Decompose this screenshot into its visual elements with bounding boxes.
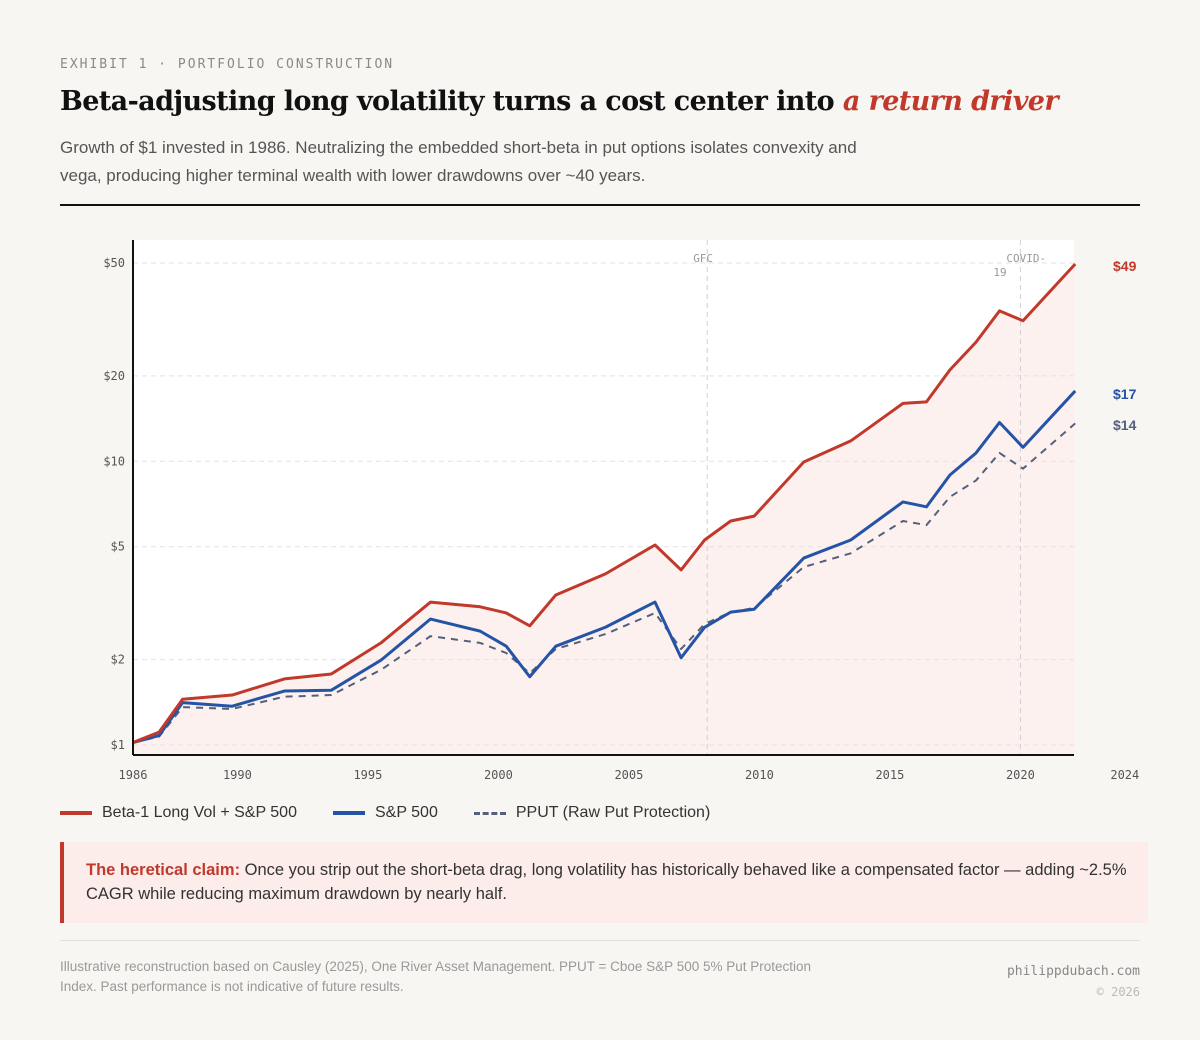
end-value-label: $17 [1113,386,1137,402]
title-main: Beta-adjusting long volatility turns a c… [60,86,843,117]
x-tick-label: 2015 [875,768,904,782]
event-label: COVID- [1006,252,1046,265]
x-tick-label: 2010 [745,768,774,782]
x-tick-label: 1995 [353,768,382,782]
chart-title: Beta-adjusting long volatility turns a c… [60,86,1059,117]
y-tick-label: $2 [111,653,125,667]
y-tick-label: $1 [111,738,125,752]
site-credit: philippdubach.com © 2026 [1007,962,1140,1002]
site-url: philippdubach.com [1006,964,1140,979]
event-label: 19 [993,266,1006,279]
copyright: © 2026 [1096,985,1140,999]
x-tick-label: 2020 [1006,768,1035,782]
footer-rule [60,940,1140,941]
end-value-label: $49 [1113,258,1137,274]
callout-lead: The heretical claim: [86,861,241,879]
callout-text: Once you strip out the short-beta drag, … [86,861,1127,903]
y-tick-label: $5 [111,540,125,554]
x-tick-label: 1990 [223,768,252,782]
legend-item-pput: PPUT (Raw Put Protection) [473,804,711,822]
header-rule [60,204,1140,206]
series-line-pput-raw-put-protection- [132,422,1076,744]
legend-swatch-dashed [473,811,506,815]
y-tick-label: $10 [103,454,125,468]
chart-subtitle: Growth of $1 invested in 1986. Neutraliz… [60,138,857,185]
legend-label: PPUT (Raw Put Protection) [515,804,711,821]
legend-item-sp500: S&P 500 [332,804,438,822]
legend-label: Beta-1 Long Vol + S&P 500 [102,804,297,821]
legend-label: S&P 500 [374,804,438,821]
title-accent: a return driver [842,86,1059,117]
legend-swatch-blue [332,811,365,815]
x-tick-label: 2024 [1110,768,1139,782]
event-label: GFC [693,252,713,265]
exhibit-label: EXHIBIT 1 · PORTFOLIO CONSTRUCTION [60,57,395,72]
footnote: Illustrative reconstruction based on Cau… [60,959,812,994]
area-fill-beta1 [133,263,1076,755]
y-tick-label: $20 [103,369,125,383]
growth-chart: $1 $2 $5 $10 $20 $50 1986 1990 1995 2000 2005 2010 2… [103,240,1139,782]
x-tick-label: 2000 [484,768,513,782]
end-value-label: $14 [1113,417,1137,433]
x-tick-label: 2005 [614,768,643,782]
callout-box: The heretical claim: Once you strip out … [60,842,1148,923]
legend: Beta-1 Long Vol + S&P 500 S&P 500 PPUT (… [60,804,710,822]
x-tick-label: 1986 [119,768,148,782]
y-tick-label: $50 [103,256,125,270]
legend-item-beta1: Beta-1 Long Vol + S&P 500 [60,804,297,822]
legend-swatch-red [60,811,92,815]
